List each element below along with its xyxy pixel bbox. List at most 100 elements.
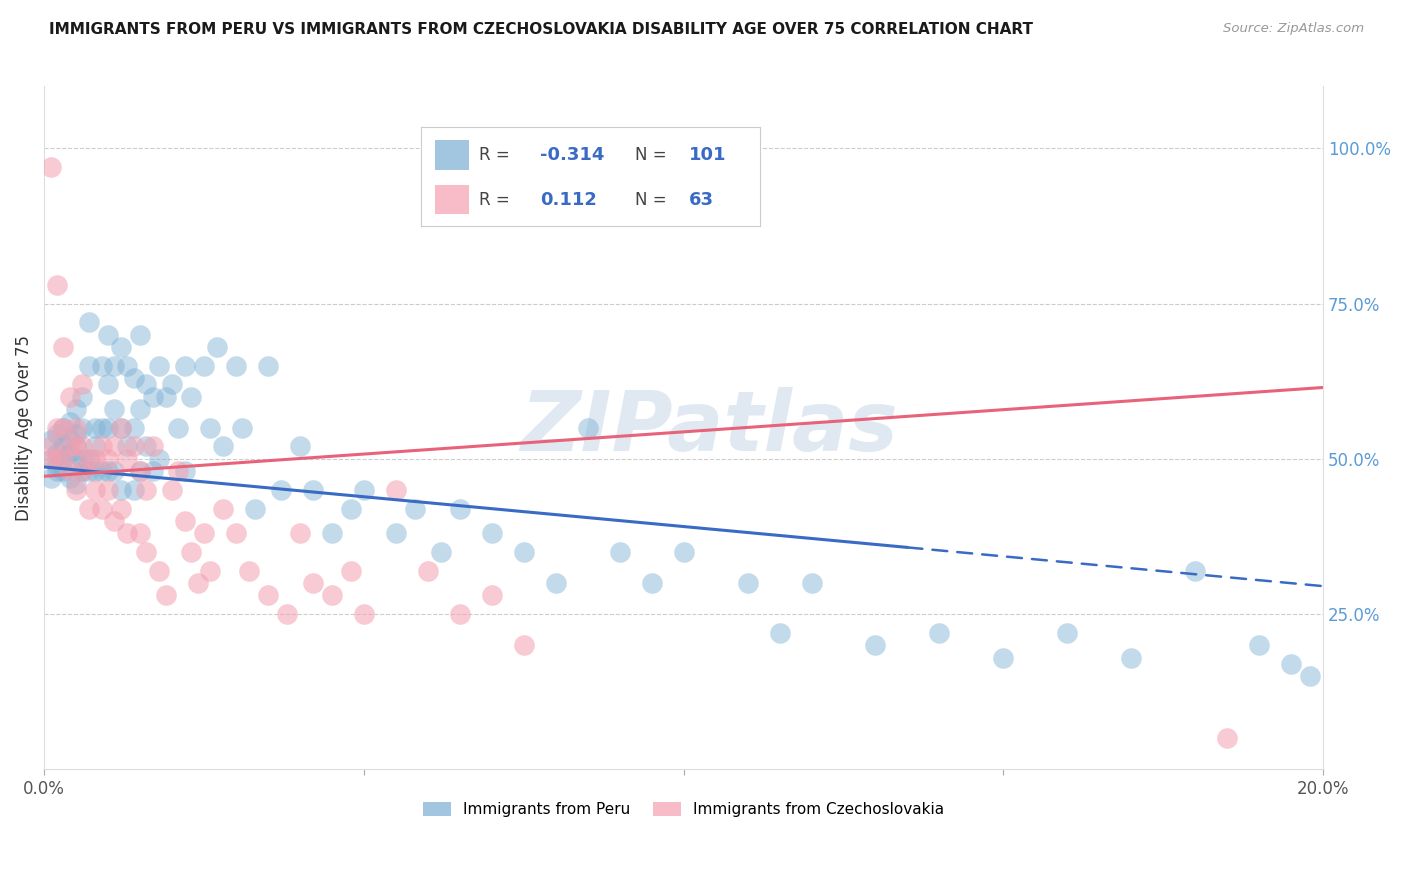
Point bbox=[212, 501, 235, 516]
Point bbox=[110, 421, 132, 435]
Point bbox=[117, 526, 139, 541]
Point bbox=[288, 440, 311, 454]
Point bbox=[77, 464, 100, 478]
Point bbox=[576, 421, 599, 435]
Point bbox=[321, 589, 343, 603]
Point bbox=[353, 607, 375, 621]
Point bbox=[193, 359, 215, 373]
Point bbox=[257, 359, 280, 373]
Point bbox=[321, 526, 343, 541]
Point bbox=[39, 440, 62, 454]
Point bbox=[225, 526, 247, 541]
Point bbox=[65, 421, 87, 435]
Point bbox=[72, 464, 94, 478]
Point bbox=[865, 638, 887, 652]
Point bbox=[160, 483, 183, 497]
Point bbox=[135, 440, 157, 454]
Point bbox=[90, 464, 112, 478]
Point bbox=[1056, 625, 1078, 640]
Point bbox=[993, 650, 1015, 665]
Point bbox=[52, 451, 75, 466]
Point bbox=[103, 440, 125, 454]
Point bbox=[187, 576, 209, 591]
Point bbox=[129, 464, 152, 478]
Point bbox=[1299, 669, 1322, 683]
Point bbox=[385, 483, 408, 497]
Point bbox=[173, 514, 195, 528]
Point bbox=[117, 451, 139, 466]
Point bbox=[193, 526, 215, 541]
Point bbox=[737, 576, 759, 591]
Point bbox=[340, 564, 363, 578]
Point bbox=[65, 483, 87, 497]
Point bbox=[90, 501, 112, 516]
Point bbox=[52, 421, 75, 435]
Point bbox=[1121, 650, 1143, 665]
Point bbox=[90, 440, 112, 454]
Point bbox=[122, 421, 145, 435]
Point bbox=[84, 440, 107, 454]
Point bbox=[45, 421, 67, 435]
Point bbox=[1184, 564, 1206, 578]
Point bbox=[59, 440, 82, 454]
Point bbox=[167, 464, 190, 478]
Point bbox=[72, 390, 94, 404]
Point bbox=[148, 564, 170, 578]
Point bbox=[65, 440, 87, 454]
Point bbox=[640, 576, 662, 591]
Point bbox=[928, 625, 950, 640]
Point bbox=[72, 377, 94, 392]
Point bbox=[173, 359, 195, 373]
Point bbox=[122, 371, 145, 385]
Point bbox=[72, 451, 94, 466]
Point bbox=[768, 625, 790, 640]
Point bbox=[84, 421, 107, 435]
Point bbox=[200, 421, 222, 435]
Point bbox=[59, 434, 82, 448]
Point bbox=[142, 464, 165, 478]
Point bbox=[142, 390, 165, 404]
Point bbox=[200, 564, 222, 578]
Point bbox=[135, 483, 157, 497]
Point bbox=[39, 451, 62, 466]
Point bbox=[65, 476, 87, 491]
Point bbox=[481, 526, 503, 541]
Point bbox=[449, 501, 471, 516]
Point bbox=[800, 576, 823, 591]
Point bbox=[84, 464, 107, 478]
Point bbox=[65, 451, 87, 466]
Point bbox=[243, 501, 266, 516]
Text: IMMIGRANTS FROM PERU VS IMMIGRANTS FROM CZECHOSLOVAKIA DISABILITY AGE OVER 75 CO: IMMIGRANTS FROM PERU VS IMMIGRANTS FROM … bbox=[49, 22, 1033, 37]
Point bbox=[129, 327, 152, 342]
Point bbox=[180, 545, 202, 559]
Point bbox=[205, 340, 228, 354]
Point bbox=[416, 564, 439, 578]
Point bbox=[135, 545, 157, 559]
Point bbox=[155, 589, 177, 603]
Point bbox=[39, 160, 62, 174]
Point bbox=[135, 377, 157, 392]
Point bbox=[52, 440, 75, 454]
Point bbox=[513, 545, 536, 559]
Point bbox=[59, 470, 82, 484]
Point bbox=[155, 390, 177, 404]
Point bbox=[45, 464, 67, 478]
Point bbox=[90, 421, 112, 435]
Point bbox=[609, 545, 631, 559]
Point bbox=[97, 451, 120, 466]
Point bbox=[129, 464, 152, 478]
Point bbox=[103, 359, 125, 373]
Point bbox=[77, 451, 100, 466]
Point bbox=[65, 440, 87, 454]
Point bbox=[288, 526, 311, 541]
Point bbox=[429, 545, 451, 559]
Point bbox=[45, 458, 67, 472]
Point bbox=[77, 501, 100, 516]
Point bbox=[257, 589, 280, 603]
Point bbox=[59, 445, 82, 459]
Point bbox=[77, 315, 100, 329]
Point bbox=[45, 427, 67, 442]
Point bbox=[353, 483, 375, 497]
Point bbox=[110, 340, 132, 354]
Point bbox=[52, 421, 75, 435]
